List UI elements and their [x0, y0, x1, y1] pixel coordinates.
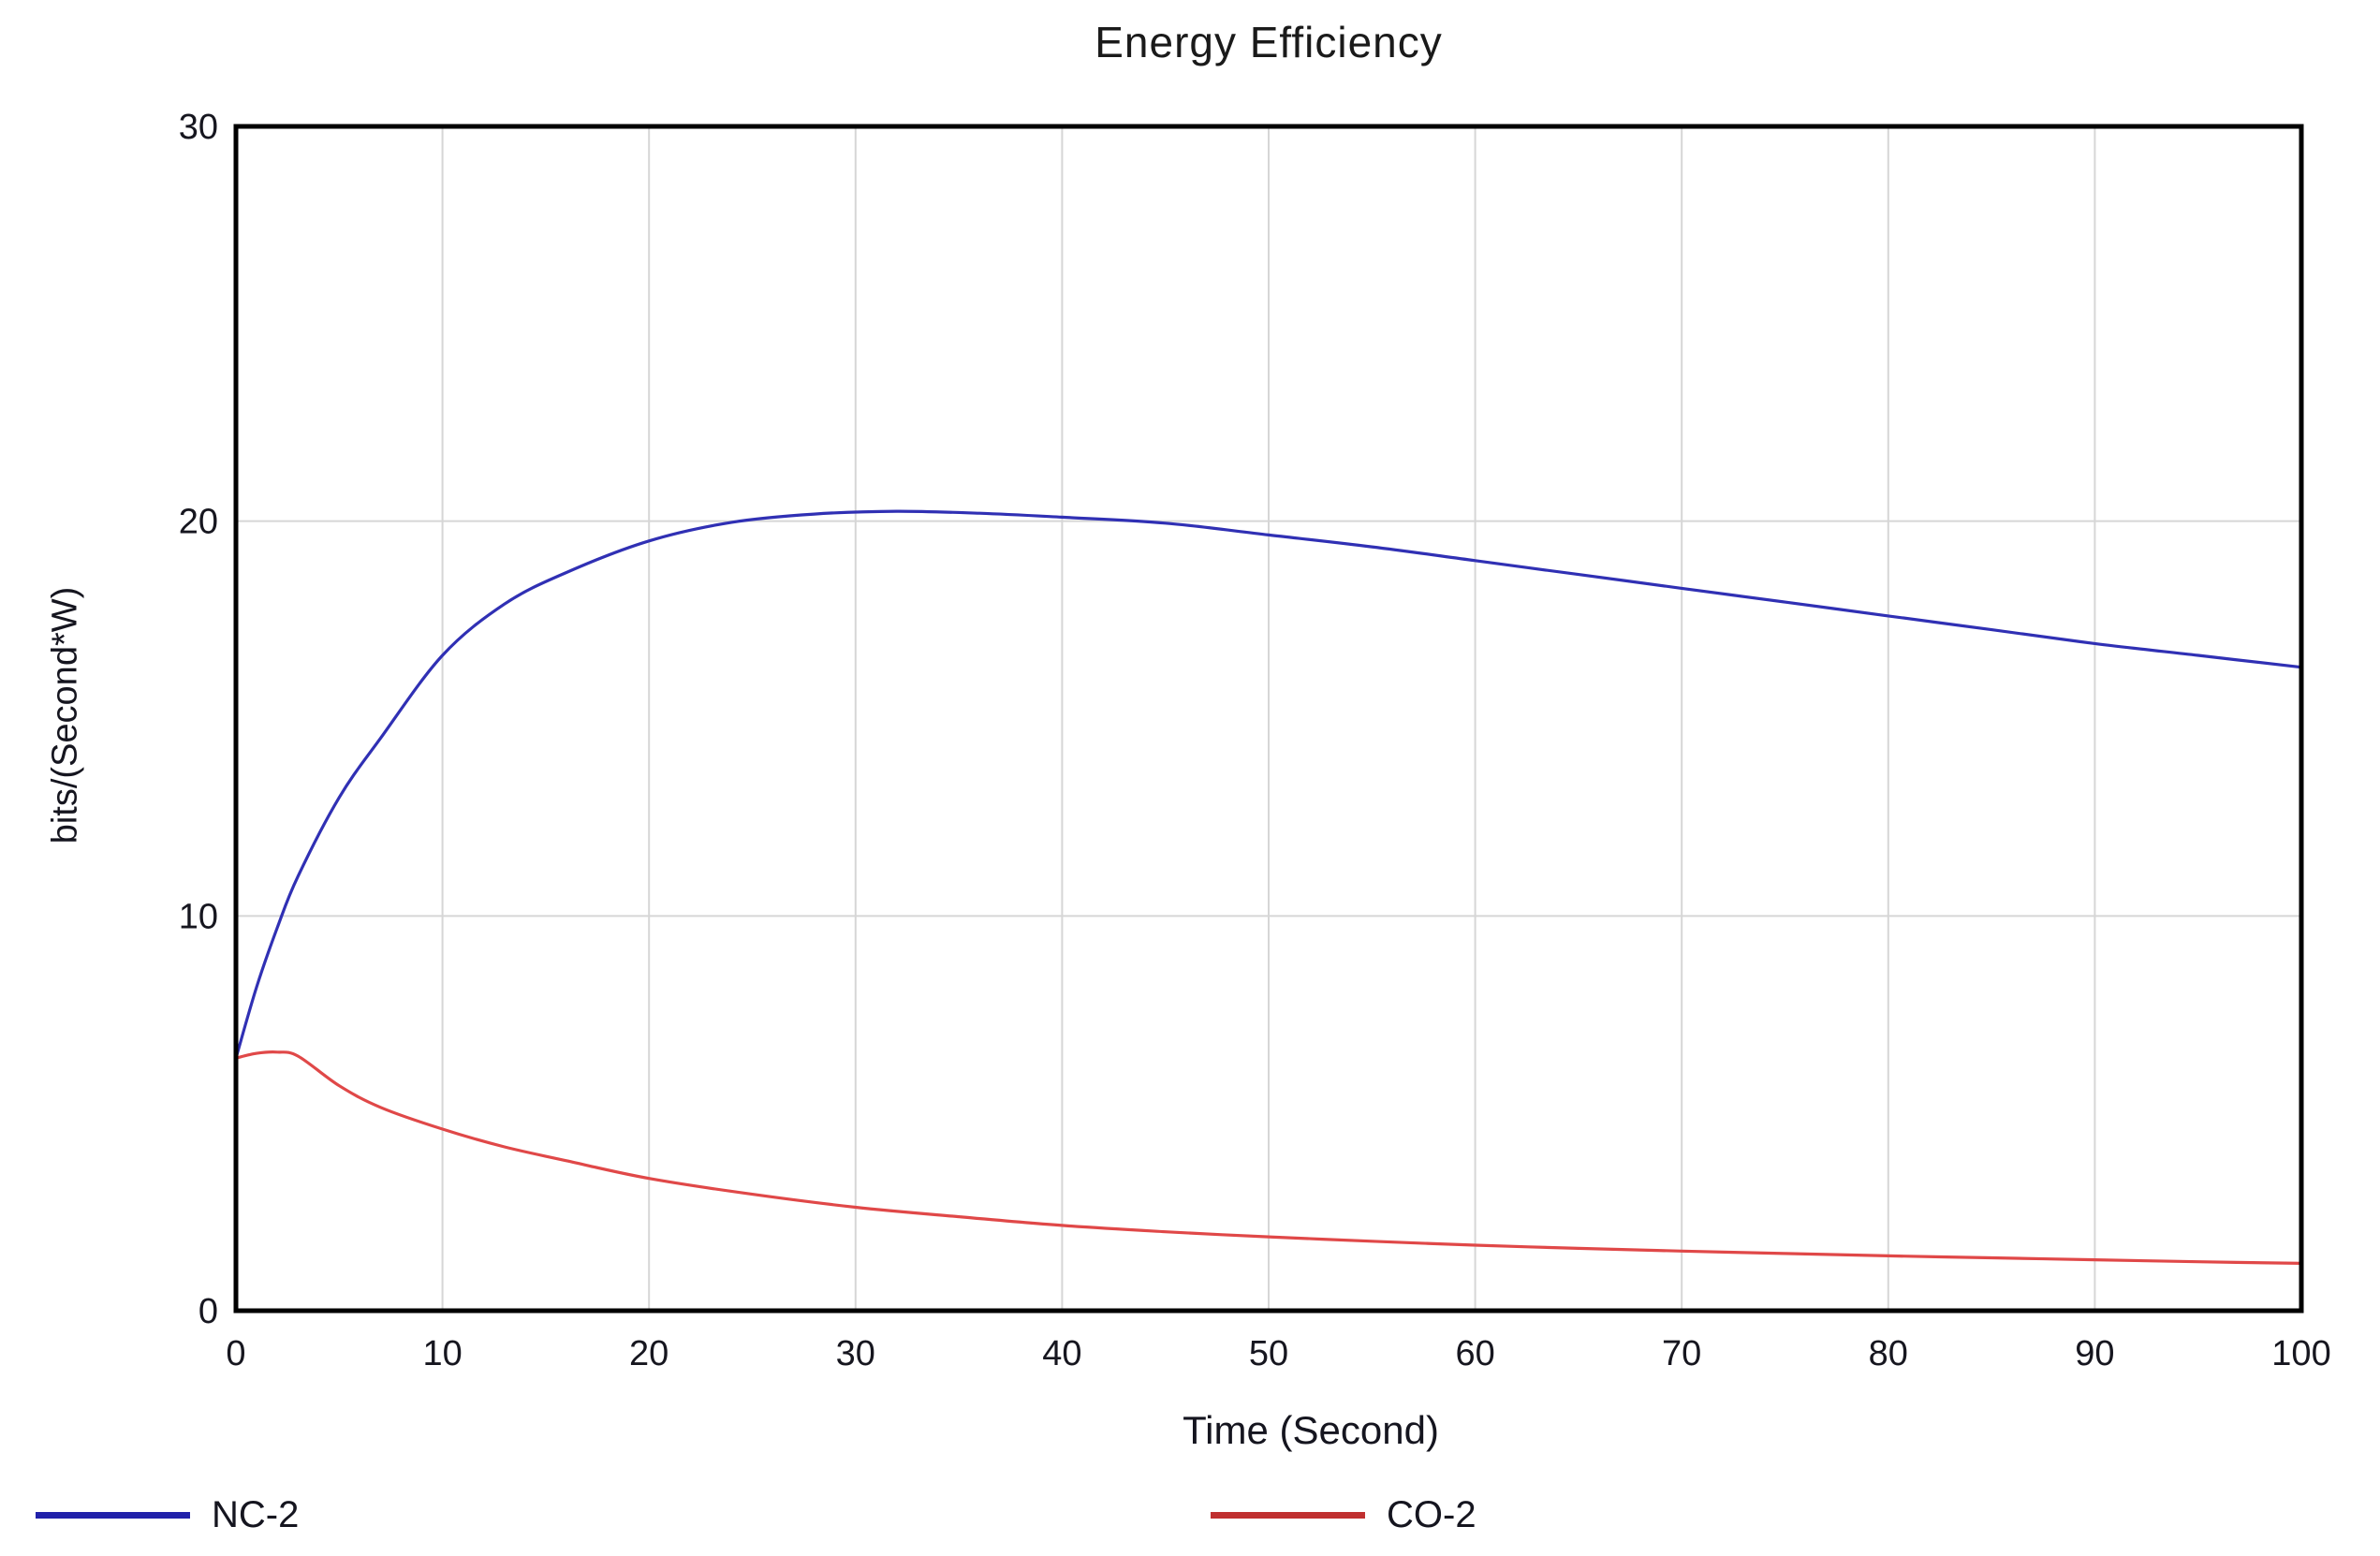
- chart-title: Energy Efficiency: [1095, 18, 1443, 66]
- legend-label-nc-2: NC-2: [212, 1493, 300, 1535]
- x-tick-label: 30: [836, 1334, 875, 1373]
- x-tick-label: 20: [629, 1334, 668, 1373]
- x-tick-label: 100: [2271, 1334, 2330, 1373]
- x-tick-label: 0: [226, 1334, 245, 1373]
- nc-2-line-swatch: [36, 1511, 190, 1519]
- x-tick-label: 10: [422, 1334, 462, 1373]
- y-tick-label: 10: [179, 897, 218, 936]
- series-line-co-2: [234, 1050, 2303, 1265]
- y-tick-label: 30: [179, 108, 218, 147]
- x-tick-label: 70: [1662, 1334, 1701, 1373]
- x-tick-label: 40: [1042, 1334, 1081, 1373]
- x-tick-label: 80: [1869, 1334, 1908, 1373]
- x-tick-label: 50: [1249, 1334, 1288, 1373]
- series-line-nc-2: [234, 509, 2303, 1060]
- legend-item-co-2: CO-2: [1211, 1494, 1476, 1535]
- y-tick-label: 0: [198, 1292, 218, 1331]
- y-tick-label: 20: [179, 503, 218, 542]
- y-axis-label: bits/(Second*W): [45, 586, 85, 844]
- legend-item-nc-2: NC-2: [36, 1494, 299, 1535]
- co-2-line-swatch: [1211, 1511, 1365, 1519]
- x-tick-label: 60: [1455, 1334, 1494, 1373]
- legend-label-co-2: CO-2: [1387, 1493, 1476, 1535]
- x-tick-label: 90: [2075, 1334, 2114, 1373]
- plot-border: [233, 124, 2304, 1314]
- x-axis-label: Time (Second): [1183, 1408, 1439, 1452]
